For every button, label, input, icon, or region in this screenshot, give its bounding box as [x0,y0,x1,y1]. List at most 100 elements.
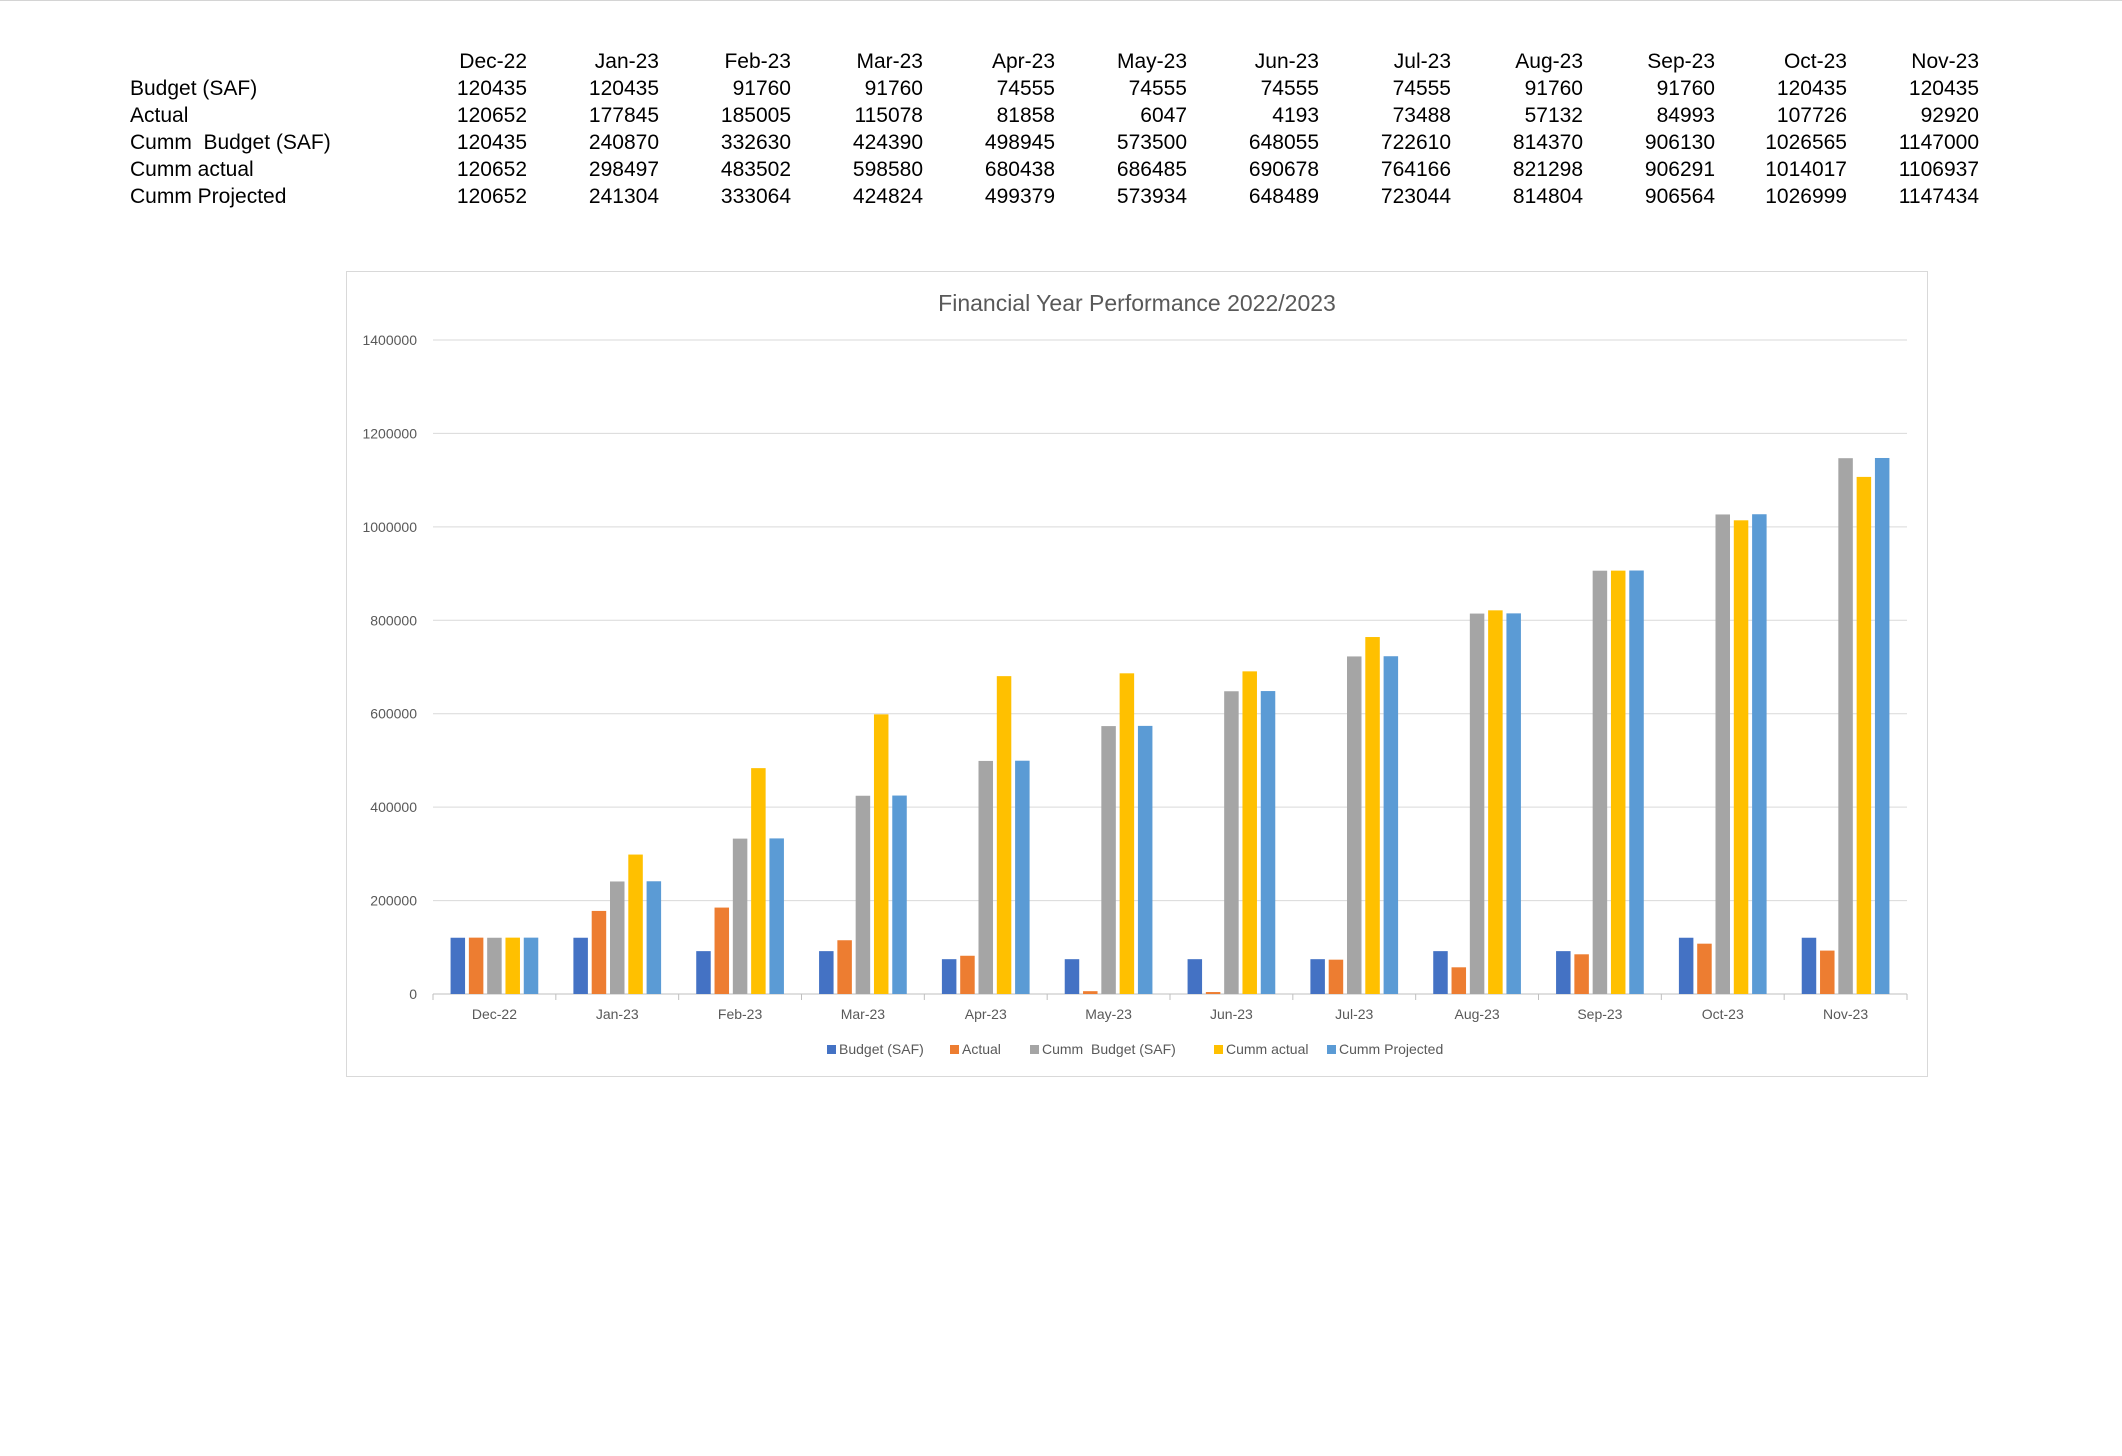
table-cell: 73488 [1392,104,1451,127]
table-cell: 680438 [984,158,1055,181]
table-cell: 91760 [1656,77,1715,100]
table-cell: 74555 [1392,77,1451,100]
bar [769,838,784,994]
bar [1328,959,1344,994]
bar [1733,520,1749,994]
bar [1506,613,1521,994]
bar [610,881,625,994]
y-tick-label: 200000 [370,893,417,909]
bar [1015,760,1030,994]
table-cell: 298497 [588,158,659,181]
table-cell: 722610 [1380,131,1451,154]
bar [1310,959,1325,994]
bar [1260,691,1276,994]
bars [450,457,1890,995]
table-cell: 690678 [1248,158,1319,181]
bar [573,937,588,994]
table-cell: 906130 [1644,131,1715,154]
table-cell: 424824 [852,185,923,208]
bar [1433,951,1448,994]
bar [819,951,834,994]
table-cell: 120652 [456,185,527,208]
table-cell: 814804 [1512,185,1583,208]
legend-swatch [1327,1045,1336,1054]
bar [1678,937,1694,994]
bar [1592,570,1608,994]
table-cell: 91760 [732,77,791,100]
table-cell: 648055 [1248,131,1319,154]
table-cell: 74555 [1128,77,1187,100]
x-tick-label: May-23 [1085,1006,1132,1022]
table-cell: 906564 [1644,185,1715,208]
table-cell: 120652 [456,104,527,127]
bar [1752,514,1767,994]
bar-chart: Financial Year Performance 2022/2023 0 20… [362,290,1908,1057]
table-cell: 74555 [1260,77,1319,100]
bar [646,881,662,994]
bar [1119,673,1135,994]
x-axis-ticks: Dec-22 Jan-23 Feb-23 Mar-23 Apr-23 May-23 Jun-… [432,994,1908,1022]
table-cell: 1147000 [1898,131,1979,154]
x-tick-label: Dec-22 [472,1006,517,1022]
bar [505,937,520,994]
table-cell: 483502 [720,158,791,181]
x-tick-label: Sep-23 [1577,1006,1622,1022]
bar [1610,570,1626,994]
legend-label: Cumm Projected [1339,1041,1443,1057]
table-cell: 4193 [1272,104,1319,127]
table-cell: 81858 [996,104,1055,127]
bar [714,907,730,994]
bar [732,838,748,994]
table-cell: 185005 [720,104,791,127]
bar [1083,991,1098,994]
y-tick-label: 0 [409,986,417,1002]
y-tick-label: 1000000 [362,519,417,535]
gridlines [433,339,1907,995]
table-cell: 91760 [1524,77,1583,100]
table-header-cell: Dec-22 [459,50,527,73]
table-cell: 598580 [852,158,923,181]
bar [1820,950,1835,994]
table-cell: 240870 [588,131,659,154]
bar [1451,967,1467,994]
bar [1224,691,1239,994]
table-header-cell: Jan-23 [594,50,659,73]
table-header-cell: Apr-23 [991,50,1055,73]
table-cell: 333064 [720,185,791,208]
bar [1874,457,1890,995]
bar [628,854,643,994]
bar [1715,514,1730,994]
y-tick-label: 1200000 [362,425,417,441]
legend-label: Cumm actual [1226,1041,1308,1057]
table-cell: 764166 [1380,158,1451,181]
table-cell: 648489 [1248,185,1319,208]
table-header-cell: Oct-23 [1783,50,1847,73]
table-cell: 573934 [1116,185,1187,208]
bar [1697,943,1712,994]
table-cell: 84993 [1656,104,1715,127]
x-tick-label: Jan-23 [596,1006,639,1022]
bar [1574,954,1589,994]
legend: Budget (SAF) Actual Cumm Budget (SAF) Cumm … [827,1041,1443,1057]
legend-swatch [1030,1045,1039,1054]
bar [978,760,993,994]
table-cell: 723044 [1380,185,1451,208]
x-tick-label: Nov-23 [1823,1006,1868,1022]
table-header-cell: Mar-23 [856,50,923,73]
table-cell: 424390 [852,131,923,154]
table-cell: 906291 [1644,158,1715,181]
table-cell: 1106937 [1898,158,1979,181]
table-header-cell: Nov-23 [1911,50,1979,73]
bar [450,937,466,994]
bar [1838,458,1853,994]
bar [1064,959,1080,994]
bar [1101,726,1116,994]
table-header-cell: May-23 [1116,50,1187,73]
x-tick-label: Jun-23 [1210,1006,1253,1022]
data-table: Dec-22 Jan-23 Feb-23 Mar-23 Apr-23 May-2… [130,48,1979,210]
bar [1488,610,1503,994]
table-cell: 332630 [720,131,791,154]
y-axis-ticks: 0 200000 400000 600000 800000 1000000 1200000 1… [362,332,417,1002]
bar [523,937,539,994]
y-tick-label: 600000 [370,706,417,722]
